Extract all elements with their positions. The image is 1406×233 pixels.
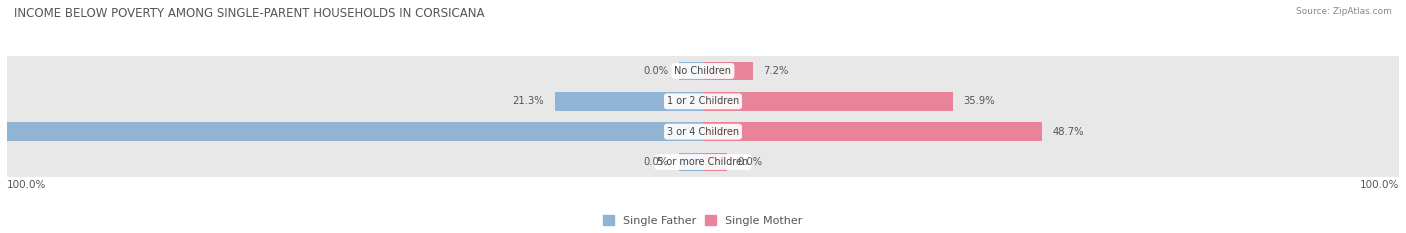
Text: 21.3%: 21.3% [513,96,544,106]
Bar [703,153,727,171]
Bar [703,92,953,111]
Bar [7,147,1399,177]
Bar [7,56,1399,86]
Text: Source: ZipAtlas.com: Source: ZipAtlas.com [1296,7,1392,16]
Text: 0.0%: 0.0% [643,157,668,167]
Bar [679,153,703,171]
Text: 1 or 2 Children: 1 or 2 Children [666,96,740,106]
Text: 100.0%: 100.0% [1360,180,1399,190]
Bar [555,92,703,111]
Text: 35.9%: 35.9% [963,96,995,106]
Bar [703,62,754,80]
Text: No Children: No Children [675,66,731,76]
Text: 5 or more Children: 5 or more Children [658,157,748,167]
Bar [679,62,703,80]
Text: INCOME BELOW POVERTY AMONG SINGLE-PARENT HOUSEHOLDS IN CORSICANA: INCOME BELOW POVERTY AMONG SINGLE-PARENT… [14,7,485,20]
Bar [7,86,1399,116]
Bar [7,122,703,141]
Bar [7,116,1399,147]
Text: 0.0%: 0.0% [643,66,668,76]
Legend: Single Father, Single Mother: Single Father, Single Mother [603,215,803,226]
Bar [703,122,1042,141]
Text: 48.7%: 48.7% [1052,127,1084,137]
Text: 3 or 4 Children: 3 or 4 Children [666,127,740,137]
Text: 0.0%: 0.0% [738,157,763,167]
Text: 100.0%: 100.0% [7,180,46,190]
Text: 7.2%: 7.2% [763,66,789,76]
